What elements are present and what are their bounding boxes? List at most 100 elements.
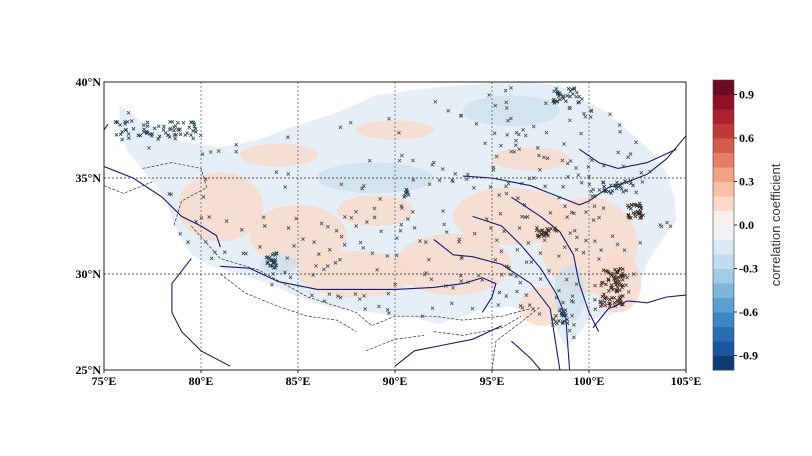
significance-marker: [619, 186, 624, 191]
significance-marker: [593, 239, 597, 244]
significance-marker: [126, 132, 131, 136]
significance-marker: [546, 228, 550, 233]
significance-marker: [268, 263, 273, 268]
significance-marker: [665, 220, 669, 225]
significance-marker: [517, 226, 522, 230]
significance-marker: [639, 170, 644, 175]
significance-marker: [379, 229, 384, 234]
river-line: [394, 325, 502, 367]
significance-marker: [517, 147, 522, 152]
significance-marker: [494, 238, 499, 243]
significance-marker: [375, 267, 379, 272]
significance-marker: [364, 220, 369, 224]
significance-marker: [524, 293, 529, 298]
colorbar-bin: [713, 80, 734, 95]
significance-marker: [172, 128, 176, 133]
country-border: [365, 335, 425, 352]
significance-marker: [213, 250, 217, 255]
significance-marker: [491, 168, 496, 172]
colorbar-bin: [713, 109, 734, 124]
lon-tick-label: 100°E: [574, 374, 605, 388]
river-line: [171, 258, 231, 367]
significance-marker: [629, 206, 633, 211]
significance-marker: [572, 323, 576, 327]
significance-marker: [185, 131, 189, 136]
significance-marker: [554, 87, 559, 91]
colorbar-tick-label: 0.3: [739, 175, 754, 189]
significance-marker: [527, 303, 532, 307]
significance-marker: [400, 153, 404, 158]
significance-marker: [659, 224, 664, 229]
significance-marker: [613, 304, 618, 308]
significance-marker: [614, 183, 618, 188]
significance-marker: [597, 257, 601, 261]
significance-marker: [535, 233, 540, 238]
significance-marker: [602, 300, 607, 305]
significance-marker: [488, 185, 493, 189]
significance-marker: [507, 265, 511, 270]
significance-marker: [587, 182, 592, 187]
significance-marker: [405, 190, 410, 195]
significance-marker: [612, 300, 617, 305]
significance-marker: [589, 158, 594, 162]
significance-marker: [173, 136, 178, 141]
significance-marker: [570, 313, 575, 318]
significance-marker: [608, 183, 613, 188]
significance-marker: [518, 280, 523, 285]
significance-marker: [494, 154, 499, 159]
significance-marker: [385, 307, 390, 312]
significance-marker: [437, 178, 442, 183]
significance-marker: [161, 127, 166, 132]
significance-marker: [424, 271, 429, 275]
significance-marker: [191, 128, 195, 133]
significance-marker: [553, 313, 558, 318]
colorbar-tick-label: -0.3: [739, 262, 758, 276]
significance-marker: [564, 277, 569, 282]
significance-marker: [518, 304, 523, 308]
significance-marker: [513, 143, 518, 148]
significance-marker: [568, 231, 573, 235]
significance-marker: [620, 181, 624, 186]
significance-marker: [606, 278, 611, 283]
significance-marker: [605, 269, 610, 274]
significance-marker: [638, 216, 643, 221]
significance-marker: [600, 294, 605, 299]
significance-marker: [602, 184, 606, 189]
significance-marker: [181, 120, 186, 125]
significance-marker: [606, 289, 611, 293]
significance-marker: [601, 268, 606, 273]
significance-marker: [216, 149, 221, 153]
significance-marker: [601, 206, 606, 210]
significance-marker: [145, 120, 150, 125]
significance-marker: [577, 100, 582, 104]
negative-correlation-area: [317, 162, 434, 194]
significance-marker: [639, 213, 644, 218]
significance-marker: [561, 300, 565, 305]
significance-marker: [581, 250, 586, 255]
significance-marker: [451, 286, 455, 290]
significance-marker: [262, 224, 267, 228]
significance-marker: [193, 130, 198, 134]
significance-marker: [474, 121, 479, 126]
significance-marker: [152, 126, 157, 131]
river-line: [511, 196, 600, 332]
significance-marker: [472, 231, 477, 236]
significance-marker: [604, 189, 608, 194]
significance-marker: [189, 133, 193, 137]
significance-marker: [569, 210, 574, 215]
significance-marker: [592, 193, 597, 198]
significance-marker: [623, 273, 628, 278]
significance-marker: [224, 219, 229, 223]
river-line: [472, 215, 571, 370]
significance-marker: [521, 128, 526, 132]
significance-marker: [362, 294, 367, 298]
significance-marker: [615, 281, 620, 286]
significance-marker: [141, 123, 146, 128]
significance-marker: [192, 124, 197, 129]
lon-tick-label: 85°E: [286, 374, 311, 388]
significance-marker: [574, 166, 579, 170]
significance-marker: [200, 152, 205, 157]
significance-marker: [505, 118, 510, 123]
significance-marker: [544, 130, 549, 135]
